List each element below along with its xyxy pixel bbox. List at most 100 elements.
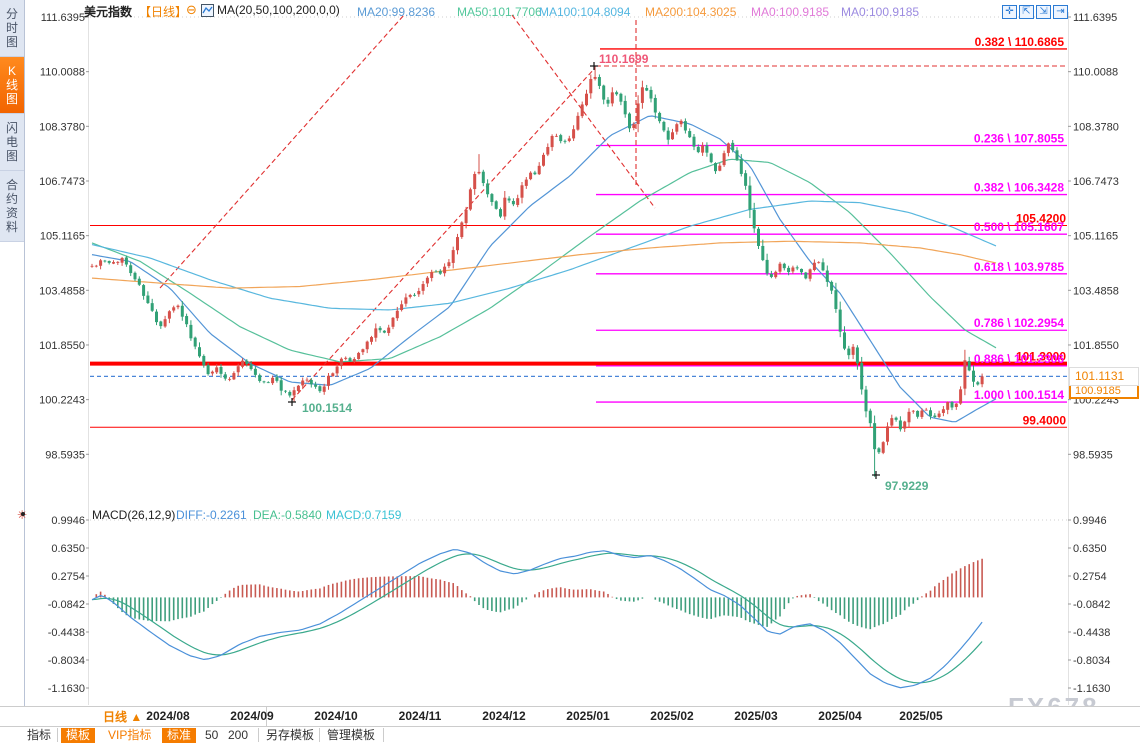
vip-indicator-button[interactable]: VIP指标 (108, 728, 152, 742)
date-label: 2025/01 (566, 709, 610, 723)
period-tag[interactable]: 【日线】 (139, 5, 188, 19)
bottom-toolbar: 指标 模板 VIP指标 标准 50 200 另存模板 管理模板 (0, 727, 1140, 744)
svg-text:108.3780: 108.3780 (1073, 121, 1119, 133)
ma-line-MA200 (91, 240, 997, 289)
date-label: 2025/05 (899, 709, 943, 723)
exit-right-icon[interactable]: ⇥ (1053, 5, 1068, 19)
price-annotations: 110.1699 100.1514 97.9229 (302, 52, 929, 493)
fit-vertical-axis-icon[interactable]: ⇱ (1019, 5, 1034, 19)
svg-text:103.4858: 103.4858 (1073, 285, 1119, 297)
instrument-title: 美元指数 (84, 5, 133, 19)
sidebar-tab-合约资料[interactable]: 合约资料 (0, 171, 24, 242)
svg-text:0.382 \ 110.6865: 0.382 \ 110.6865 (975, 35, 1065, 49)
svg-text:99.4000: 99.4000 (1023, 413, 1067, 427)
fit-horizontal-axis-icon[interactable]: ⇲ (1036, 5, 1051, 19)
toolbar-separator (258, 728, 259, 742)
sidebar-tab-闪电图[interactable]: 闪电图 (0, 114, 24, 171)
svg-text:103.4858: 103.4858 (39, 285, 85, 297)
svg-text:-0.0842: -0.0842 (48, 599, 85, 611)
sidebar-tab-K线图[interactable]: K线图 (0, 57, 24, 114)
alert-price-tag[interactable]: 101.1131 (1069, 367, 1139, 386)
svg-text:-0.4438: -0.4438 (1073, 627, 1110, 639)
left-sidebar: 分时图 K线图 闪电图 合约资料 (0, 0, 25, 744)
svg-text:110.0088: 110.0088 (1073, 67, 1118, 79)
diff-line (91, 549, 983, 689)
date-label: 2024/11 (398, 709, 442, 723)
indicator-button[interactable]: 指标 (27, 728, 52, 742)
svg-text:108.3780: 108.3780 (39, 121, 85, 133)
svg-text:0.382 \ 106.3428: 0.382 \ 106.3428 (974, 181, 1064, 195)
moving-average-lines (91, 115, 997, 423)
svg-text:-0.8034: -0.8034 (1073, 655, 1110, 667)
svg-text:0.9946: 0.9946 (51, 515, 85, 527)
timeframe-selector[interactable]: 日线 ▲ (88, 707, 267, 727)
macd-histogram (95, 558, 983, 630)
pan-crosshair-icon[interactable]: ✛ (1002, 5, 1017, 19)
svg-text:106.7473: 106.7473 (39, 176, 85, 188)
ma-line-MA20 (91, 115, 997, 423)
ma-value-label: MA20:99.8236 (357, 5, 436, 19)
svg-text:97.9229: 97.9229 (885, 479, 929, 493)
save-template-button[interactable]: 另存模板 (266, 728, 315, 742)
ma-chart-icon[interactable] (201, 4, 214, 20)
dea-line (91, 552, 983, 684)
sidebar-tab-分时图[interactable]: 分时图 (0, 0, 24, 57)
manage-template-button[interactable]: 管理模板 (327, 728, 376, 742)
ma200-toggle[interactable]: 200 (228, 728, 249, 742)
svg-text:98.5935: 98.5935 (45, 449, 85, 461)
svg-text:-1.1630: -1.1630 (48, 683, 85, 695)
svg-text:-0.0842: -0.0842 (1073, 599, 1110, 611)
svg-text:0.500 \ 105.1607: 0.500 \ 105.1607 (974, 220, 1064, 234)
toolbar-separator (383, 728, 384, 742)
svg-text:105.1165: 105.1165 (40, 231, 85, 243)
svg-text:0.236 \ 107.8055: 0.236 \ 107.8055 (974, 132, 1064, 146)
svg-text:0.9946: 0.9946 (1073, 515, 1107, 527)
svg-text:111.6395: 111.6395 (41, 12, 85, 24)
date-label: 2024/08 (146, 709, 190, 723)
toolbar-separator (57, 728, 58, 742)
macd-settings-icon[interactable]: ✳ (17, 508, 27, 522)
ma-value-label: MA0:100.9185 (751, 5, 830, 19)
macd-params-label[interactable]: MACD(26,12,9) (92, 508, 176, 522)
sidebar-tab-list: 分时图 K线图 闪电图 合约资料 (0, 0, 24, 242)
template-button[interactable]: 模板 (61, 728, 96, 743)
svg-text:0.786 \ 102.2954: 0.786 \ 102.2954 (974, 316, 1064, 330)
svg-text:0.2754: 0.2754 (51, 571, 85, 583)
svg-text:105.4200: 105.4200 (1016, 211, 1066, 225)
svg-text:-1.1630: -1.1630 (1073, 683, 1110, 695)
last-price-tag: 100.9185 (1069, 384, 1139, 399)
svg-text:1.000 \ 100.1514: 1.000 \ 100.1514 (974, 388, 1064, 402)
swing-point-markers (288, 62, 880, 479)
svg-text:100.2243: 100.2243 (39, 395, 85, 407)
collapse-icon[interactable]: ⊖ (186, 2, 197, 17)
svg-text:0.618 \ 103.9785: 0.618 \ 103.9785 (974, 260, 1064, 274)
macd-lines (91, 549, 983, 689)
ma-value-label: MA50:101.7706 (457, 5, 542, 19)
date-label: 2025/04 (818, 709, 862, 723)
svg-text:0.886 \ 101.2306: 0.886 \ 101.2306 (974, 352, 1064, 366)
time-axis-row: 日线 ▲ 2024/08 2024/09 2024/10 2024/11 2024/12… (0, 706, 1140, 727)
date-label: 2024/12 (482, 709, 526, 723)
svg-text:111.6395: 111.6395 (1073, 12, 1117, 24)
ma50-toggle[interactable]: 50 (205, 728, 219, 742)
chart-header: 美元指数 【日线】 ⊖ MA(20,50,100,200,0,0) MA20:9… (0, 1, 1140, 19)
ma-line-MA100 (91, 200, 997, 311)
svg-text:101.8550: 101.8550 (1073, 340, 1119, 352)
toolbar-separator (319, 728, 320, 742)
svg-text:0.2754: 0.2754 (1073, 571, 1107, 583)
candlestick-series (90, 66, 984, 477)
macd-value-label: DEA:-0.5840 (253, 508, 322, 522)
svg-text:101.8550: 101.8550 (39, 340, 85, 352)
date-label: 2025/03 (734, 709, 778, 723)
svg-text:-0.4438: -0.4438 (48, 627, 85, 639)
macd-value-label: MACD:0.7159 (326, 508, 402, 522)
macd-value-label: DIFF:-0.2261 (176, 508, 247, 522)
svg-text:-0.8034: -0.8034 (48, 655, 85, 667)
ma-settings-label[interactable]: MA(20,50,100,200,0,0) (217, 3, 340, 17)
drawn-trendlines (159, 14, 1066, 401)
svg-text:0.6350: 0.6350 (1073, 543, 1107, 555)
date-label: 2024/10 (314, 709, 358, 723)
standard-button[interactable]: 标准 (162, 728, 197, 743)
